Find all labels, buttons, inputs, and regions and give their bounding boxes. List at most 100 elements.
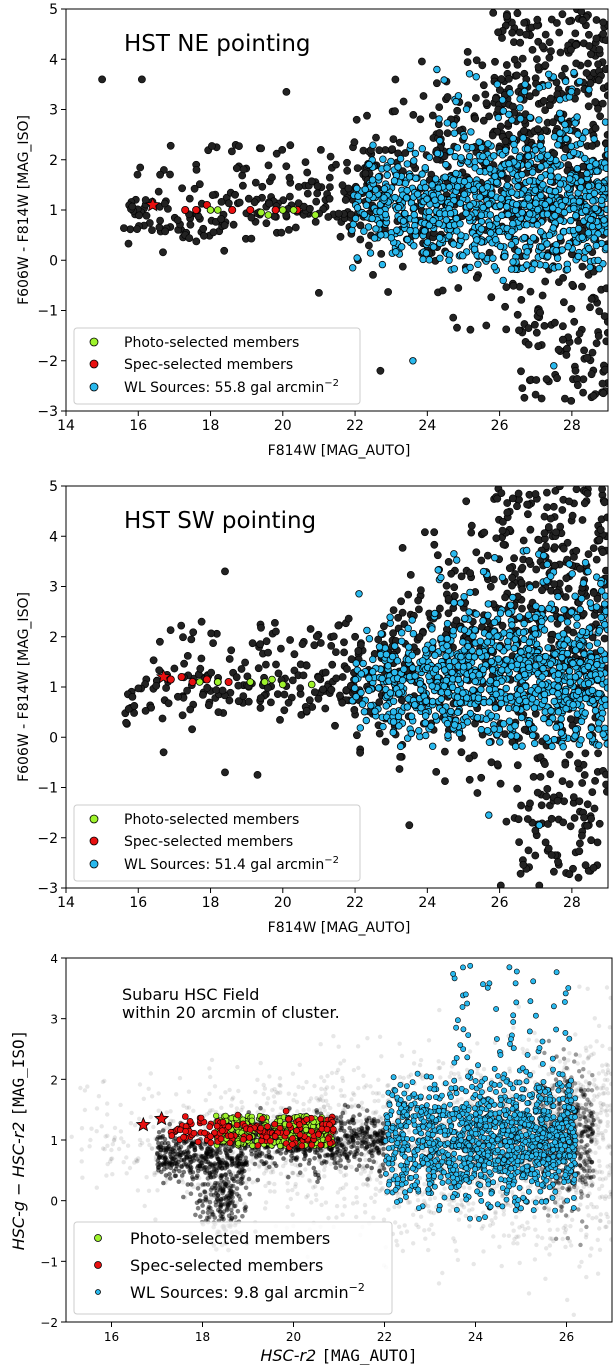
wl-source-point	[521, 670, 529, 679]
y-tick-label: 1	[49, 203, 58, 219]
wl-source-point	[459, 638, 467, 646]
field-point-faint	[376, 1091, 381, 1096]
field-galaxy-point	[398, 262, 407, 271]
field-galaxy-point	[467, 521, 476, 530]
field-galaxy-point	[599, 18, 608, 27]
field-point-faint	[406, 1200, 411, 1205]
field-point-faint	[257, 1164, 262, 1170]
field-galaxy-point	[503, 508, 512, 517]
field-galaxy-point	[134, 684, 143, 693]
field-galaxy-point	[278, 145, 287, 154]
field-galaxy-point	[212, 686, 221, 694]
field-galaxy-point	[286, 141, 295, 150]
field-point-faint	[567, 1239, 572, 1244]
field-point-faint	[377, 1114, 382, 1120]
field-point-faint	[606, 1220, 612, 1225]
wl-source-point	[549, 224, 557, 232]
field-point-faint	[319, 1202, 324, 1208]
field-galaxy-point	[517, 578, 526, 587]
field-galaxy-point	[554, 345, 563, 354]
field-galaxy-point	[596, 429, 603, 436]
wl-source-point	[597, 646, 605, 654]
wl-source-point	[531, 146, 540, 154]
wl-source-point	[593, 639, 602, 647]
field-galaxy-point	[558, 71, 566, 80]
wl-source-point	[507, 601, 515, 609]
wl-source-point	[453, 556, 461, 564]
field-galaxy-point	[594, 104, 602, 113]
field-point-faint	[246, 1167, 252, 1172]
field-point-faint	[361, 1073, 366, 1079]
field-point-faint	[567, 1183, 572, 1188]
field-galaxy-point	[389, 135, 398, 143]
field-point-faint	[583, 1235, 589, 1240]
field-point-faint	[309, 1200, 314, 1205]
wl-source-point	[365, 674, 373, 682]
field-point-faint	[341, 1173, 347, 1178]
wl-source-point	[474, 260, 482, 268]
wl-source-point	[452, 169, 460, 178]
wl-source-point	[394, 163, 402, 171]
field-galaxy-point	[237, 665, 246, 673]
field-point-faint	[263, 1200, 269, 1205]
wl-source-point	[561, 120, 569, 129]
field-galaxy-point	[561, 760, 570, 769]
field-galaxy-point	[563, 538, 572, 547]
wl-source-point	[511, 146, 519, 155]
wl-source-point	[425, 256, 433, 264]
field-galaxy-point	[578, 831, 586, 840]
wl-source-point	[545, 719, 553, 727]
field-galaxy-point	[520, 126, 528, 135]
field-galaxy-point	[217, 214, 225, 223]
wl-source-point	[526, 113, 534, 122]
field-galaxy-point	[549, 502, 558, 511]
wl-source-point	[446, 147, 454, 156]
photo-member-point	[278, 206, 287, 214]
field-galaxy-point	[540, 97, 548, 105]
wl-source-point	[419, 657, 427, 665]
field-point-faint	[94, 1106, 100, 1111]
wl-source-point	[589, 696, 597, 705]
field-point-faint	[493, 1215, 498, 1221]
field-point-faint	[506, 1233, 512, 1239]
wl-source-point	[576, 641, 584, 650]
points-layer	[69, 962, 612, 1318]
wl-source-point	[383, 164, 391, 172]
field-galaxy-point	[186, 705, 195, 714]
field-point-faint	[342, 1204, 347, 1209]
field-galaxy-point	[398, 544, 407, 552]
wl-source-point	[379, 155, 387, 163]
field-galaxy-point	[266, 698, 275, 707]
field-point-faint	[100, 1146, 106, 1151]
wl-source-point	[371, 186, 380, 194]
points-layer	[121, 429, 608, 888]
y-tick-label: −2	[37, 831, 58, 847]
wl-source-point	[450, 121, 458, 129]
photo-member-point	[257, 208, 265, 217]
wl-source-point	[595, 741, 603, 749]
field-point-faint	[207, 1091, 212, 1097]
wl-source-point	[418, 170, 426, 178]
y-axis-label: F606W - F814W [MAG_ISO]	[16, 115, 32, 305]
field-point-faint	[546, 1218, 551, 1224]
wl-source-point	[462, 209, 470, 217]
wl-source-point	[567, 608, 576, 616]
field-point-faint	[312, 1083, 317, 1089]
field-point-faint	[395, 1243, 400, 1248]
field-point-faint	[508, 1203, 513, 1209]
field-galaxy-point	[263, 684, 272, 692]
field-galaxy-point	[483, 551, 492, 560]
field-point-faint	[338, 1169, 343, 1175]
wl-source-point	[427, 722, 435, 730]
field-point-faint	[557, 1059, 563, 1064]
field-galaxy-point	[541, 30, 550, 39]
wl-source-point	[562, 135, 570, 143]
field-galaxy-point	[375, 146, 384, 155]
field-point-faint	[584, 1274, 589, 1280]
field-galaxy-point	[334, 209, 343, 218]
field-galaxy-point	[248, 639, 257, 648]
field-galaxy-point	[256, 640, 265, 649]
wl-source-point	[450, 129, 459, 137]
wl-source-point	[536, 141, 544, 150]
